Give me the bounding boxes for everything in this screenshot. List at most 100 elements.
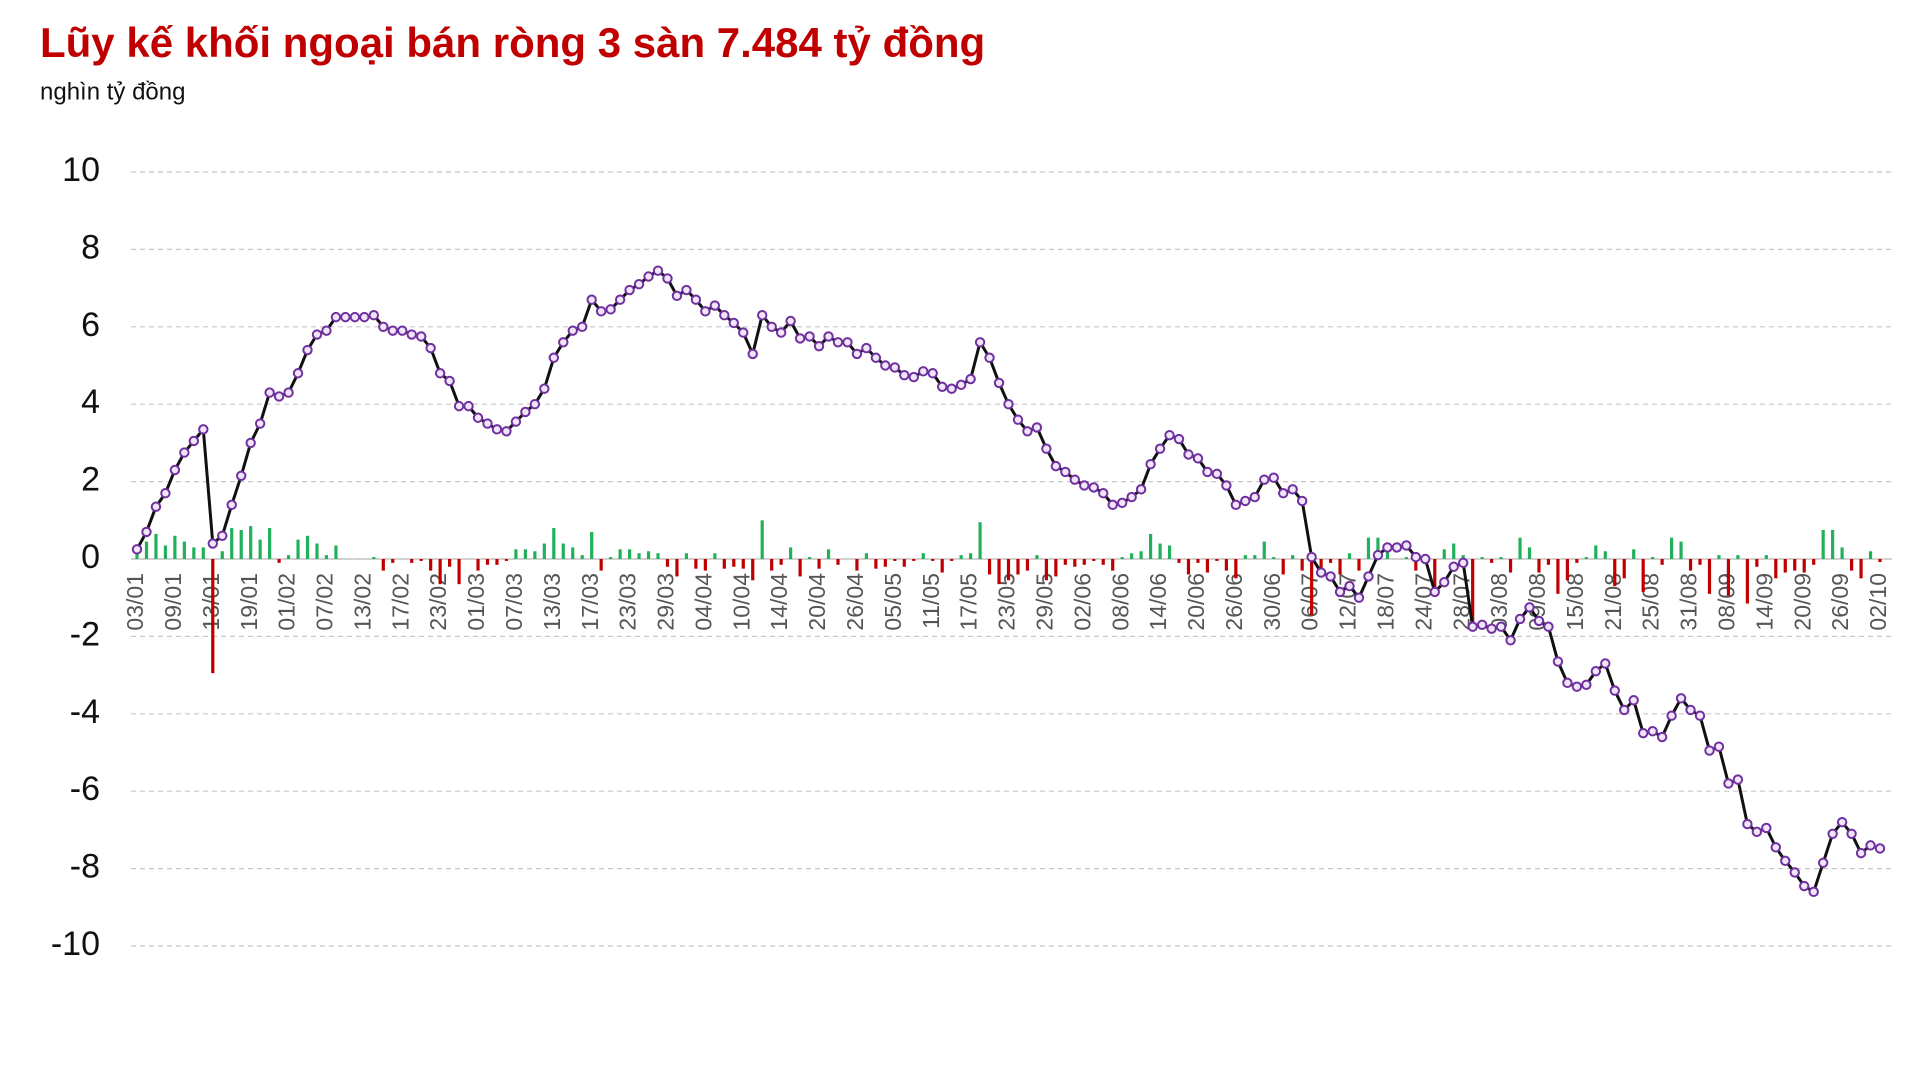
line-marker — [1495, 621, 1507, 632]
bar — [770, 559, 774, 571]
x-tick-label: 20/06 — [1183, 573, 1209, 631]
line-marker — [1514, 613, 1526, 625]
x-tick-label: 05/05 — [880, 573, 906, 631]
bar — [1831, 529, 1835, 559]
x-tick-label: 04/04 — [690, 573, 716, 631]
line-marker — [520, 406, 531, 418]
line-marker — [955, 379, 967, 391]
bar — [476, 559, 480, 571]
x-tick-label: 06/07 — [1297, 573, 1323, 631]
bar — [1215, 559, 1219, 561]
bar — [590, 531, 594, 559]
bar — [1328, 559, 1333, 563]
bar — [1139, 551, 1143, 559]
line-marker — [1230, 499, 1242, 511]
line-marker — [1600, 658, 1611, 669]
line-marker — [501, 426, 512, 437]
line-marker — [1647, 726, 1658, 737]
line-marker — [1372, 549, 1384, 561]
line-marker — [1742, 818, 1753, 830]
line-marker — [1268, 472, 1279, 483]
bar — [1272, 557, 1276, 559]
bar — [561, 543, 565, 559]
bar — [1186, 559, 1191, 575]
bar — [448, 559, 452, 567]
y-tick-label: 2 — [81, 461, 100, 499]
line-marker — [1571, 681, 1583, 692]
bar — [286, 555, 291, 559]
bar — [1679, 541, 1683, 559]
line-marker — [349, 311, 361, 323]
bar — [722, 559, 726, 569]
line-marker — [1836, 816, 1848, 828]
bar — [665, 559, 670, 567]
bar — [296, 539, 300, 559]
bar — [779, 559, 783, 565]
bar — [495, 559, 499, 565]
bar — [1471, 559, 1475, 623]
bar — [599, 559, 603, 571]
bar — [230, 528, 234, 559]
bar — [751, 559, 755, 581]
line-marker — [1789, 867, 1800, 878]
bar — [1243, 555, 1247, 559]
line-marker — [1391, 542, 1403, 553]
bar — [969, 553, 973, 559]
y-tick-label: 8 — [81, 228, 100, 266]
bar — [1319, 559, 1323, 575]
line-marker — [993, 377, 1005, 389]
bar — [1006, 559, 1011, 581]
bar — [1385, 551, 1390, 559]
line-marker — [1761, 822, 1772, 834]
bar — [656, 553, 660, 559]
line-marker — [965, 373, 976, 385]
x-tick-label: 03/01 — [122, 573, 148, 631]
x-tick-label: 26/06 — [1221, 573, 1247, 631]
line-marker — [690, 294, 702, 305]
line-marker — [1685, 704, 1696, 716]
line-marker — [832, 337, 844, 348]
bar — [817, 559, 821, 569]
bar — [1499, 557, 1503, 559]
bar — [1120, 557, 1124, 559]
bar — [959, 555, 963, 559]
line-marker — [728, 317, 739, 329]
bar — [1461, 555, 1465, 559]
bar — [836, 559, 840, 565]
line-marker — [709, 300, 721, 311]
line-marker — [1183, 449, 1194, 460]
bar — [201, 547, 205, 559]
bar — [978, 522, 982, 559]
bar — [1092, 559, 1096, 561]
line-marker — [1116, 497, 1128, 509]
line-marker — [1060, 466, 1071, 478]
y-tick-label: -10 — [51, 925, 100, 963]
line-marker — [1808, 886, 1819, 898]
line-marker — [1467, 621, 1478, 632]
bar — [1688, 559, 1693, 571]
x-tick-label: 18/07 — [1372, 573, 1398, 631]
line-marker — [662, 273, 673, 284]
bar — [1148, 533, 1153, 559]
bar — [1840, 547, 1844, 559]
line-marker — [1334, 586, 1346, 598]
bar — [646, 551, 651, 559]
line-marker — [936, 381, 948, 392]
bar — [268, 528, 272, 559]
x-tick-label: 11/05 — [918, 573, 944, 629]
bar — [1158, 543, 1162, 559]
bar — [1101, 559, 1105, 565]
line-marker — [1619, 704, 1630, 716]
line-marker — [1505, 635, 1516, 646]
line-marker — [1401, 540, 1412, 551]
bar — [1546, 559, 1551, 565]
line-marker — [1287, 484, 1298, 495]
bar — [1338, 559, 1342, 575]
bar — [391, 559, 395, 563]
line-marker — [1410, 551, 1422, 563]
line-marker — [510, 416, 522, 427]
line-marker — [1552, 656, 1564, 667]
x-tick-label: 20/09 — [1789, 573, 1815, 631]
x-tick-label: 23/03 — [615, 573, 641, 631]
line-marker — [595, 306, 607, 317]
